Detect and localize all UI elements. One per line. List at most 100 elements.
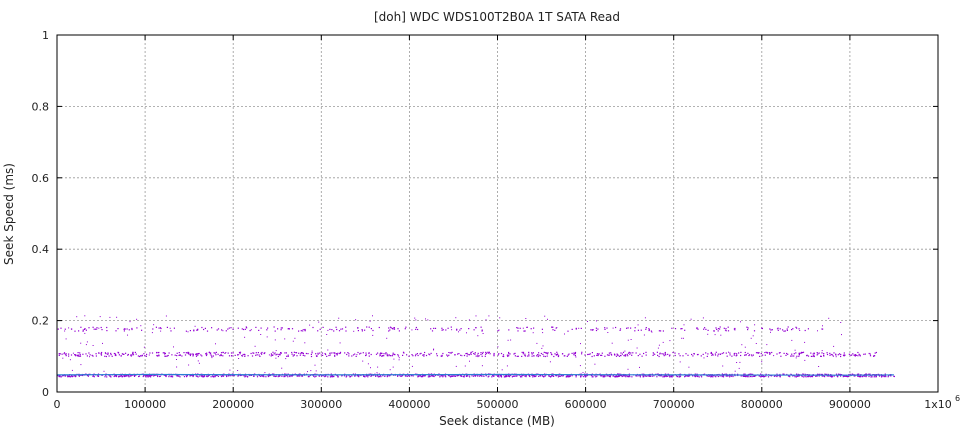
data-point — [164, 353, 166, 355]
data-point — [381, 355, 383, 357]
data-point — [502, 354, 505, 356]
data-point — [816, 352, 818, 354]
data-point — [727, 326, 729, 328]
data-point — [106, 353, 108, 355]
data-point — [69, 375, 71, 377]
data-point — [595, 327, 597, 329]
data-point — [452, 375, 454, 377]
data-point — [807, 376, 809, 378]
data-point — [470, 353, 472, 355]
data-point — [748, 373, 750, 375]
data-point — [740, 321, 741, 323]
data-point — [425, 318, 426, 320]
data-point — [575, 374, 577, 377]
data-point — [790, 355, 792, 357]
data-point — [205, 354, 208, 357]
data-point — [859, 376, 861, 378]
data-point — [853, 375, 855, 377]
data-point — [832, 355, 834, 357]
data-point — [482, 333, 484, 334]
data-point — [317, 352, 319, 354]
data-point — [402, 351, 405, 353]
data-point — [153, 324, 155, 326]
data-point — [95, 353, 97, 355]
data-point — [801, 352, 804, 354]
data-point — [600, 354, 602, 356]
data-point — [355, 355, 357, 357]
data-point — [245, 375, 247, 377]
data-point — [314, 364, 316, 366]
data-point — [332, 376, 334, 378]
data-point — [744, 354, 746, 356]
data-point — [372, 329, 374, 332]
data-point — [538, 352, 540, 354]
data-point — [751, 354, 753, 356]
data-point — [188, 352, 190, 354]
data-point — [165, 375, 167, 377]
data-point — [534, 375, 536, 377]
data-point — [197, 353, 200, 355]
data-point — [759, 355, 761, 357]
data-point — [765, 373, 767, 375]
data-point — [441, 327, 443, 329]
data-point — [239, 351, 242, 353]
data-point — [639, 366, 640, 368]
data-point — [522, 353, 524, 355]
data-point — [192, 375, 194, 378]
data-point — [516, 327, 518, 329]
data-point — [201, 375, 203, 378]
data-point — [799, 330, 801, 331]
data-point — [252, 352, 254, 354]
data-point — [659, 352, 661, 354]
data-point — [594, 375, 596, 377]
data-point — [446, 354, 448, 356]
data-point — [255, 352, 257, 354]
data-point — [884, 375, 886, 377]
data-point — [380, 352, 382, 354]
data-point — [211, 355, 213, 357]
data-point — [623, 355, 625, 357]
data-point — [139, 355, 141, 358]
data-point — [385, 352, 387, 354]
data-point — [304, 330, 306, 332]
data-point — [326, 334, 328, 335]
data-point — [68, 327, 70, 329]
data-point — [130, 354, 132, 356]
data-point — [173, 327, 175, 329]
data-point — [594, 363, 596, 365]
data-point — [598, 353, 600, 355]
data-point — [256, 354, 258, 356]
data-point — [835, 354, 837, 356]
data-point — [586, 375, 588, 377]
data-point — [890, 375, 892, 377]
data-point — [131, 354, 133, 356]
data-point — [296, 375, 298, 377]
data-point — [863, 353, 865, 355]
data-point — [148, 354, 150, 356]
data-point — [516, 375, 518, 377]
data-point — [488, 351, 490, 353]
data-point — [477, 354, 479, 356]
data-point — [392, 352, 394, 354]
data-point — [212, 374, 214, 376]
data-point — [367, 375, 369, 377]
data-point — [242, 353, 244, 356]
data-point — [403, 352, 405, 354]
data-point — [538, 354, 540, 356]
data-point — [334, 355, 336, 357]
data-point — [87, 375, 89, 377]
data-point — [206, 353, 208, 355]
data-point — [840, 322, 842, 323]
data-point — [199, 375, 201, 377]
data-point — [100, 353, 102, 355]
data-point — [564, 355, 566, 357]
data-point — [70, 354, 73, 356]
data-point — [574, 355, 576, 357]
data-point — [416, 353, 418, 355]
data-point — [141, 355, 143, 357]
data-point — [329, 376, 331, 378]
data-point — [734, 370, 736, 372]
data-point — [714, 353, 716, 355]
data-point — [150, 376, 152, 378]
data-point — [84, 328, 86, 330]
